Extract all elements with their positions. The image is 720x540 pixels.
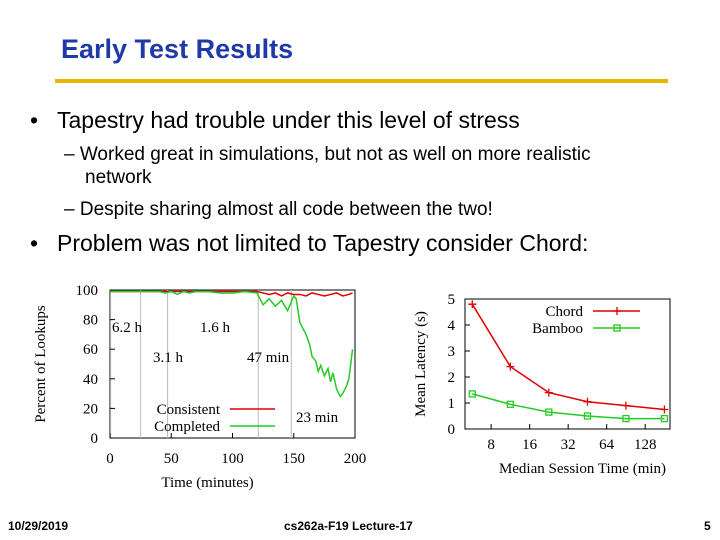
- bullet-2-text: Problem was not limited to Tapestry cons…: [57, 230, 589, 256]
- plot-frame: [464, 298, 671, 430]
- series-line-consistent: [110, 290, 353, 297]
- legend-label: Chord: [546, 304, 584, 320]
- data-point-chord: [621, 401, 630, 410]
- bullet-2-symbol: •: [30, 230, 39, 256]
- sub-bullet-1b-line1: – Despite sharing almost all code betwee…: [64, 199, 493, 220]
- legend-marker: [613, 307, 621, 315]
- data-point-bamboo: [468, 390, 476, 398]
- lookups-chart: 0 20 40 60 80 100 0 50 100 150 200 Time (minutes) Pe…: [33, 283, 366, 491]
- latency-chart: 0 1 2 3 4 5 8 16 32 64 128 Median Session Time (min…: [413, 292, 671, 477]
- data-point-bamboo: [583, 412, 592, 420]
- legend-label: Completed: [154, 419, 220, 435]
- y-tick-label: 40: [83, 372, 98, 388]
- x-axis-label: Time (minutes): [161, 475, 253, 491]
- y-axis-label: Mean Latency (s): [413, 311, 429, 417]
- y-axis-label: Percent of Lookups: [33, 305, 49, 423]
- y-tick-label: 60: [83, 342, 98, 358]
- x-tick-label: 150: [283, 451, 306, 467]
- data-point-chord: [583, 397, 592, 406]
- data-point-bamboo: [622, 414, 630, 423]
- data-point-bamboo: [506, 400, 514, 408]
- legend-label: Bamboo: [532, 321, 583, 337]
- y-tick-label: 3: [448, 344, 456, 360]
- bullet-1-text: Tapestry had trouble under this level of…: [57, 107, 520, 133]
- legend-marker: [613, 324, 621, 332]
- annotation: 6.2 h: [112, 320, 143, 336]
- y-tick-label: 100: [76, 283, 99, 299]
- x-axis-label: Median Session Time (min): [499, 461, 666, 477]
- x-tick-label: 100: [221, 451, 244, 467]
- y-tick-label: 5: [448, 292, 456, 308]
- data-point-bamboo: [660, 414, 669, 423]
- lookups-chart-plot: 0 20 40 60 80 100 0 50 100 150 200 Time (minutes) Pe…: [33, 283, 366, 491]
- y-tick-label: 20: [83, 401, 98, 417]
- bullet-1-symbol: •: [30, 107, 39, 133]
- legend-label: Consistent: [157, 402, 221, 418]
- x-tick-label: 32: [561, 437, 576, 453]
- x-tick-label: 200: [344, 451, 367, 467]
- x-tick-label: 128: [634, 437, 657, 453]
- annotation: 1.6 h: [200, 320, 231, 336]
- annotation: 47 min: [247, 350, 290, 366]
- annotation: 23 min: [296, 410, 339, 426]
- y-tick-label: 2: [448, 370, 456, 386]
- x-tick-label: 0: [106, 451, 114, 467]
- sub-bullet-1a-line2: network: [85, 167, 152, 188]
- title-rule: [55, 79, 668, 83]
- slide-title: Early Test Results: [61, 34, 294, 64]
- annotation: 3.1 h: [153, 350, 184, 366]
- data-point-bamboo: [545, 408, 553, 416]
- footer-course: cs262a-F19 Lecture-17: [284, 519, 413, 533]
- footer-date: 10/29/2019: [8, 519, 69, 533]
- data-point-chord: [660, 405, 669, 414]
- footer-page: 5: [704, 519, 711, 533]
- x-tick-label: 16: [522, 437, 538, 453]
- sub-bullet-1a-line1: – Worked great in simulations, but not a…: [64, 144, 591, 165]
- x-tick-label: 64: [599, 437, 615, 453]
- y-tick-label: 0: [91, 431, 99, 447]
- series-line-chord: [471, 303, 665, 411]
- data-point-chord: [506, 362, 515, 371]
- data-point-chord: [544, 388, 553, 397]
- series-line-bamboo: [472, 393, 665, 420]
- series-line-completed: [110, 290, 354, 398]
- latency-chart-plot: 0 1 2 3 4 5 8 16 32 64 128 Median Session Time (min…: [413, 292, 671, 477]
- x-tick-label: 50: [164, 451, 179, 467]
- y-tick-label: 1: [448, 396, 456, 412]
- y-tick-label: 4: [448, 318, 456, 334]
- y-tick-label: 0: [448, 422, 456, 438]
- data-point-chord: [468, 300, 477, 309]
- x-tick-label: 8: [487, 437, 495, 453]
- y-tick-label: 80: [83, 313, 98, 329]
